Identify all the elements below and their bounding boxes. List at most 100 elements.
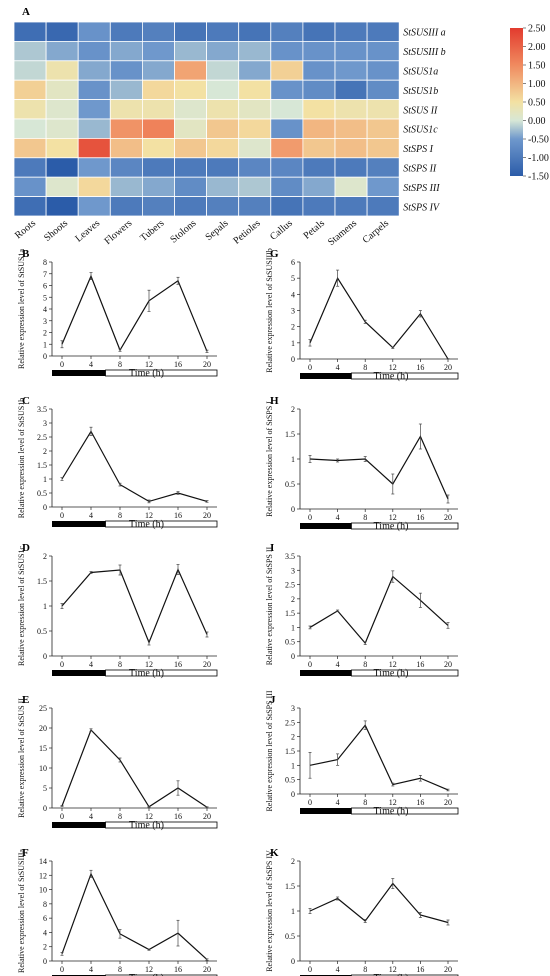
heatmap-cell — [238, 99, 272, 120]
heatmap-cell — [206, 21, 240, 42]
heatmap-cell — [238, 21, 272, 42]
heatmap-row-label: StSUS1b — [403, 86, 438, 97]
x-tick-label: 16 — [416, 363, 424, 372]
error-bar — [336, 753, 340, 766]
heatmap-cell — [45, 99, 79, 120]
y-tick-label: 0 — [43, 957, 47, 966]
heatmap-cell — [366, 157, 400, 178]
heatmap-column-label: Shoots — [42, 218, 70, 244]
error-bar — [89, 571, 93, 574]
x-axis-label: Time (h) — [129, 668, 164, 679]
error-bar — [363, 319, 367, 324]
light-period-bar — [350, 522, 459, 530]
y-tick-label: 1.5 — [285, 747, 295, 756]
error-bar — [363, 720, 367, 730]
error-bar — [89, 426, 93, 436]
x-tick-label: 4 — [89, 812, 93, 821]
error-bar — [205, 631, 209, 638]
heatmap-row-label: StSUS1a — [403, 67, 438, 78]
y-tick-label: 0 — [291, 790, 295, 799]
heatmap-cell — [45, 176, 79, 197]
heatmap-cell — [141, 21, 175, 42]
light-period-bar — [350, 807, 459, 815]
y-tick-label: 2 — [43, 552, 47, 561]
heatmap-cell — [77, 196, 111, 217]
x-tick-label: 20 — [444, 660, 452, 669]
error-bar — [60, 805, 64, 807]
x-axis-label: Time (h) — [374, 806, 409, 817]
heatmap-cell — [109, 41, 143, 62]
heatmap-cell — [334, 137, 368, 159]
x-tick-label: 20 — [203, 660, 211, 669]
heatmap-cell — [109, 118, 143, 139]
x-tick-label: 16 — [174, 360, 182, 369]
x-tick-label: 0 — [308, 660, 312, 669]
heatmap-cell — [109, 196, 143, 217]
x-tick-label: 12 — [389, 513, 397, 522]
x-tick-label: 4 — [89, 660, 93, 669]
x-tick-label: 12 — [389, 660, 397, 669]
error-bar — [147, 499, 151, 504]
y-tick-label: 0.5 — [285, 776, 295, 785]
colorbar-tick-label: 2.50 — [528, 24, 546, 35]
x-tick-label: 4 — [89, 965, 93, 974]
series-line — [309, 276, 449, 360]
dark-period-bar — [300, 523, 352, 529]
x-tick-label: 0 — [60, 511, 64, 520]
x-tick-label: 20 — [444, 363, 452, 372]
heatmap-row-label: StSUS1c — [403, 125, 438, 136]
colorbar — [510, 28, 523, 176]
heatmap-column-label: Callus — [268, 218, 295, 243]
x-tick-label: 8 — [363, 965, 367, 974]
heatmap-cell — [13, 41, 47, 62]
y-tick-label: 2.5 — [37, 433, 47, 442]
heatmap-cell — [238, 41, 272, 62]
heatmap-cell — [270, 79, 304, 100]
heatmap-row-label: StSPS III — [403, 183, 440, 194]
heatmap-cell — [302, 176, 336, 197]
y-tick-label: 0.5 — [285, 932, 295, 941]
x-tick-label: 16 — [416, 660, 424, 669]
error-bar — [391, 473, 395, 495]
y-tick-label: 6 — [43, 914, 47, 923]
x-tick-label: 20 — [444, 513, 452, 522]
x-tick-label: 0 — [308, 965, 312, 974]
light-period-bar — [105, 821, 218, 829]
line-chart-i: I 0 0.5 1 1.5 2 2.5 3 3.5 0 4 8 12 16 20 Time (h) Relati… — [265, 542, 459, 679]
heatmap-cell — [206, 79, 240, 100]
error-bar — [336, 458, 340, 463]
error-bar — [118, 348, 122, 352]
y-axis-label: Relative expression level of StSUS II — [17, 698, 26, 818]
dark-period-bar — [52, 822, 106, 828]
heatmap-cell — [174, 157, 207, 178]
x-tick-label: 0 — [60, 965, 64, 974]
y-tick-label: 3.5 — [37, 405, 47, 414]
dark-period-bar — [300, 808, 352, 814]
heatmap-cell — [77, 41, 111, 62]
heatmap-cell — [45, 118, 79, 139]
y-tick-label: 3 — [291, 566, 295, 575]
heatmap-row-label: StSPS I — [403, 144, 433, 155]
error-bar — [363, 456, 367, 462]
heatmap-column-label: Tubers — [138, 218, 166, 244]
panel-letter: J — [270, 694, 276, 706]
x-tick-label: 0 — [308, 363, 312, 372]
heatmap-cell — [334, 21, 368, 42]
heatmap-cell — [13, 137, 47, 159]
heatmap-row-label: StSUS II — [403, 105, 438, 116]
x-tick-label: 16 — [416, 798, 424, 807]
x-tick-label: 4 — [89, 511, 93, 520]
heatmap-cell — [174, 99, 207, 120]
heatmap-cell — [238, 137, 272, 159]
x-tick-label: 20 — [203, 965, 211, 974]
heatmap-cell — [45, 79, 79, 100]
heatmap-cell — [334, 196, 368, 217]
error-bar — [308, 752, 312, 779]
error-bar — [147, 289, 151, 312]
y-tick-label: 3 — [291, 704, 295, 713]
heatmap-cell — [302, 60, 336, 81]
heatmap-cell — [302, 137, 336, 159]
error-bar — [308, 908, 312, 914]
